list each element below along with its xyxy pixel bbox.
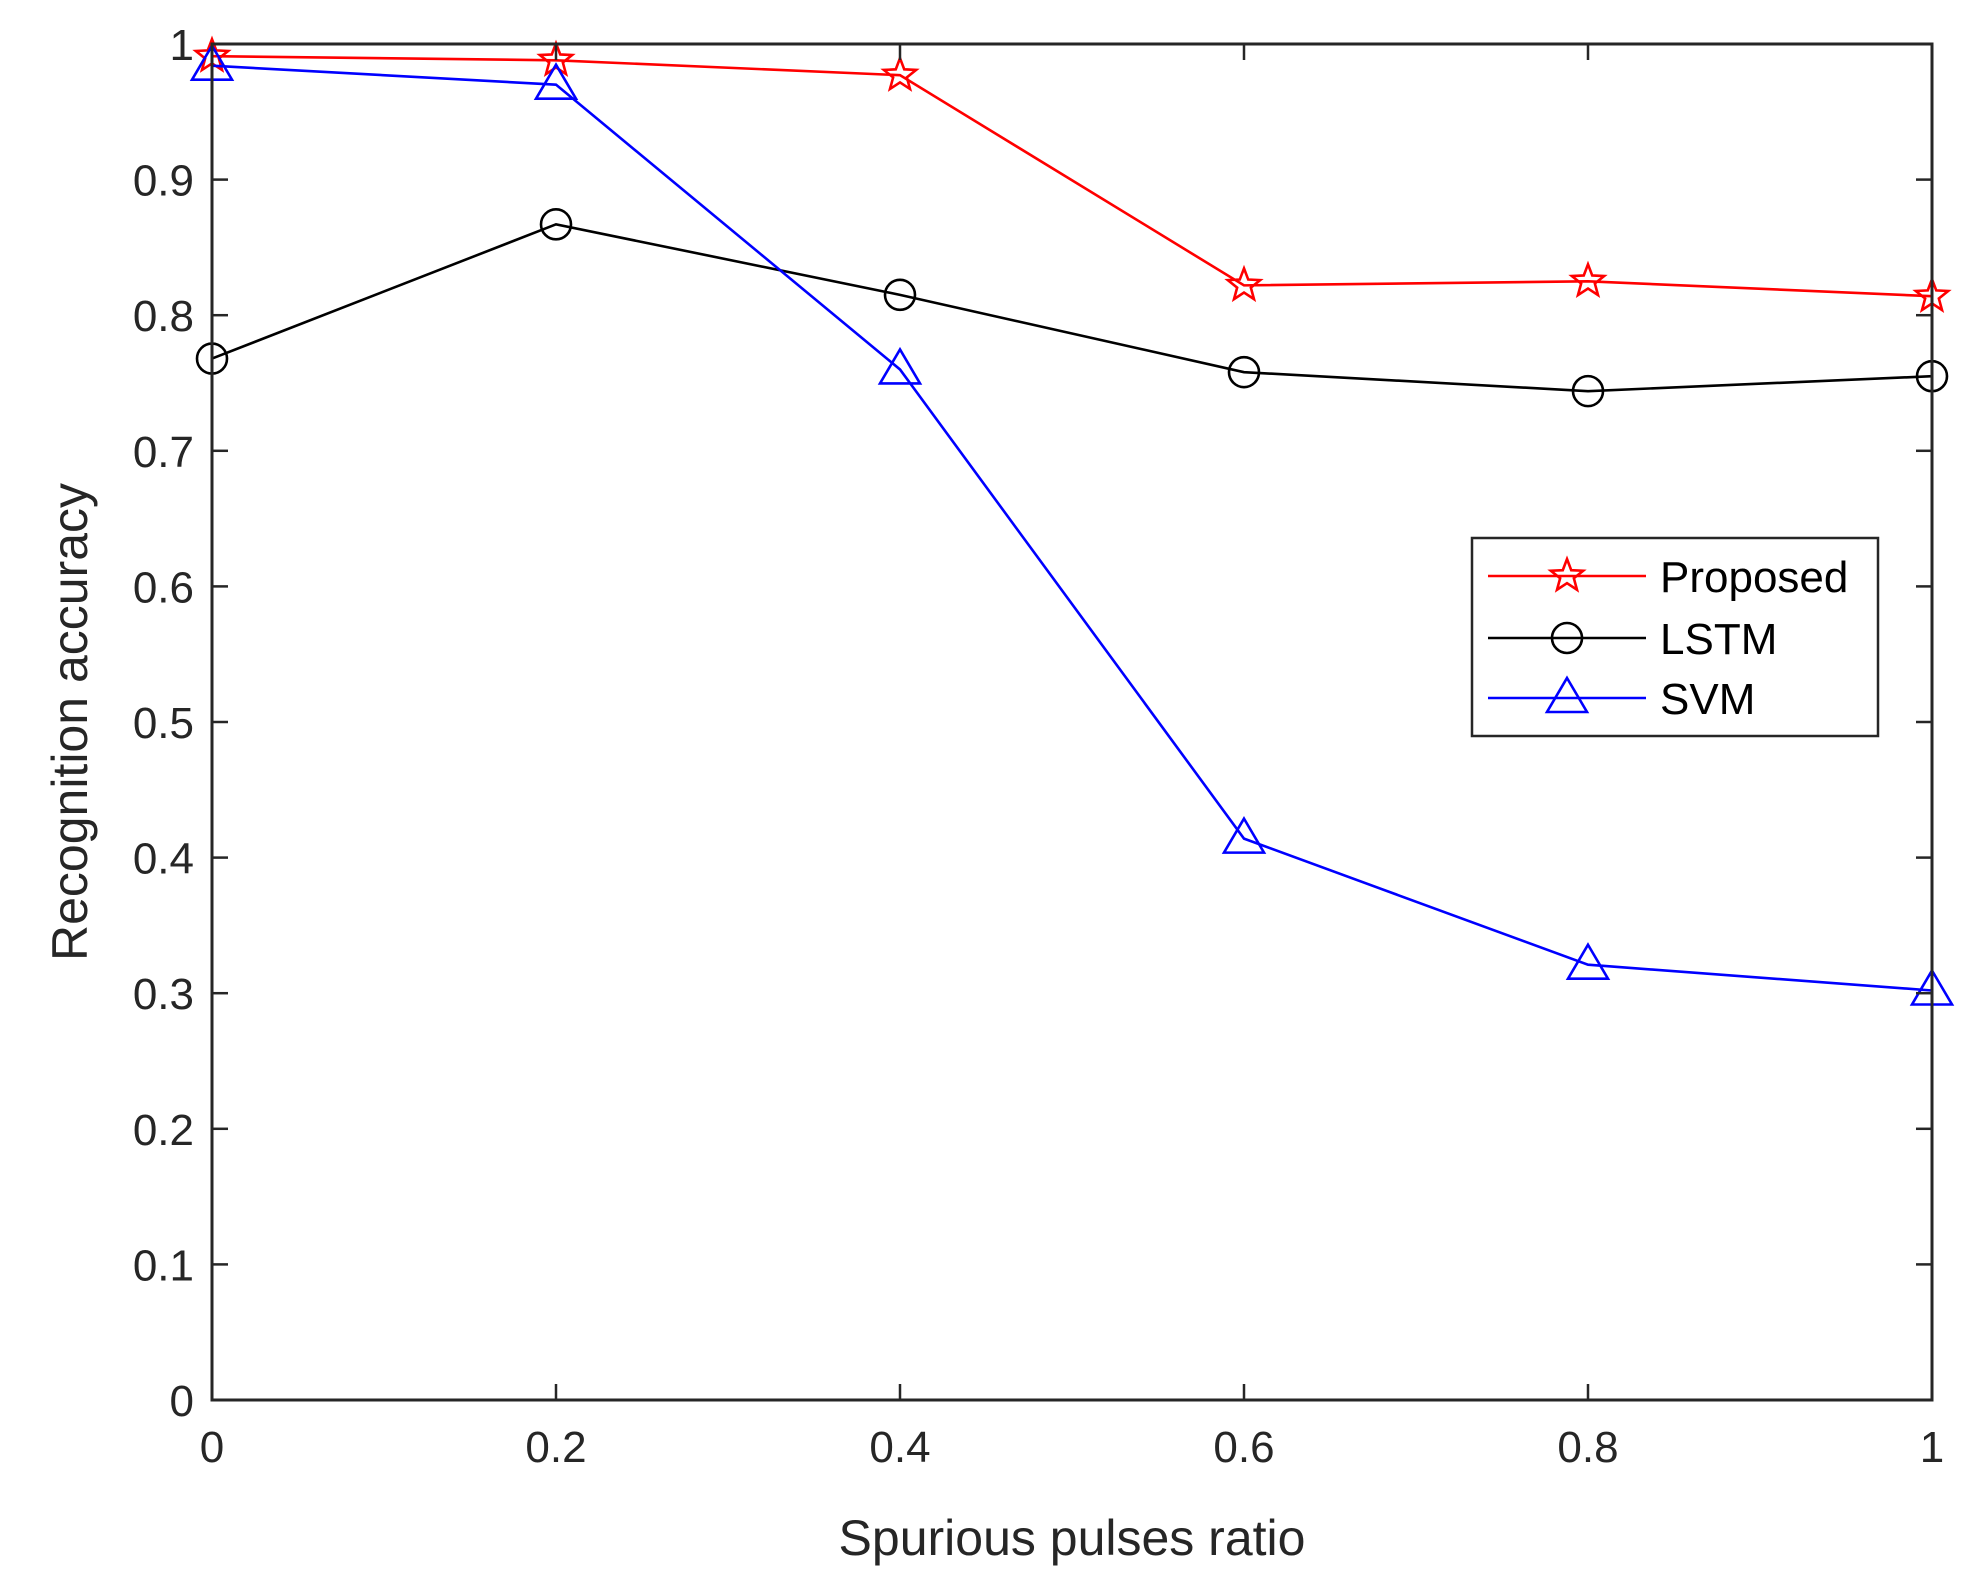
x-tick-label: 1 <box>1920 1423 1944 1472</box>
y-axis-title: Recognition accuracy <box>42 483 98 961</box>
tick-layer: 0 0.2 0.4 0.6 0.8 1 0 0.1 0.2 0.3 0.4 0.5 0.6 0.7 0.8 0… <box>133 21 1944 1472</box>
data-point <box>877 346 923 385</box>
legend-items: Proposed LSTM SVM <box>1488 553 1848 724</box>
legend-marker <box>1544 675 1590 714</box>
x-tick-label: 0.2 <box>525 1423 586 1472</box>
legend-entry-svm: SVM <box>1488 675 1755 724</box>
data-point <box>1568 260 1608 299</box>
data-point <box>533 62 579 100</box>
legend-entry-lstm: LSTM <box>1488 615 1777 664</box>
legend-label: SVM <box>1660 675 1755 724</box>
legend-label: Proposed <box>1660 553 1848 602</box>
y-tick-label: 0.5 <box>133 699 194 748</box>
series-lstm <box>195 208 1949 408</box>
y-tick-label: 0.2 <box>133 1106 194 1155</box>
y-tick-label: 0.7 <box>133 428 194 477</box>
x-tick-label: 0.8 <box>1557 1423 1618 1472</box>
data-point <box>1224 264 1264 303</box>
y-tick-label: 1 <box>170 21 194 70</box>
y-tick-label: 0.4 <box>133 835 194 884</box>
data-point <box>883 278 917 312</box>
data-point <box>880 54 920 92</box>
data-point <box>1565 942 1611 981</box>
legend: Proposed LSTM SVM <box>1470 536 1880 738</box>
legend-entry-proposed: Proposed <box>1488 553 1848 602</box>
y-tick-label: 0 <box>170 1377 194 1426</box>
x-axis-title: Spurious pulses ratio <box>839 1510 1306 1566</box>
data-point <box>536 39 576 78</box>
series-layer <box>189 35 1955 1006</box>
data-point <box>1221 816 1267 854</box>
data-point <box>1227 355 1261 389</box>
series-line <box>211 54 1933 298</box>
legend-marker <box>1547 555 1587 593</box>
x-tick-label: 0.6 <box>1213 1423 1274 1472</box>
y-tick-label: 0.6 <box>133 563 194 612</box>
data-point <box>1571 374 1605 408</box>
x-tick-label: 0.4 <box>869 1423 930 1472</box>
data-point <box>539 208 573 241</box>
series-svm <box>189 43 1955 1006</box>
series-line <box>211 222 1933 393</box>
x-tick-label: 0 <box>200 1423 224 1472</box>
y-tick-label: 0.8 <box>133 292 194 341</box>
legend-label: LSTM <box>1660 615 1777 664</box>
series-line <box>211 64 1933 992</box>
y-tick-label: 0.9 <box>133 157 194 206</box>
legend-marker <box>1550 621 1584 655</box>
y-tick-label: 0.3 <box>133 970 194 1019</box>
y-tick-label: 0.1 <box>133 1241 194 1290</box>
